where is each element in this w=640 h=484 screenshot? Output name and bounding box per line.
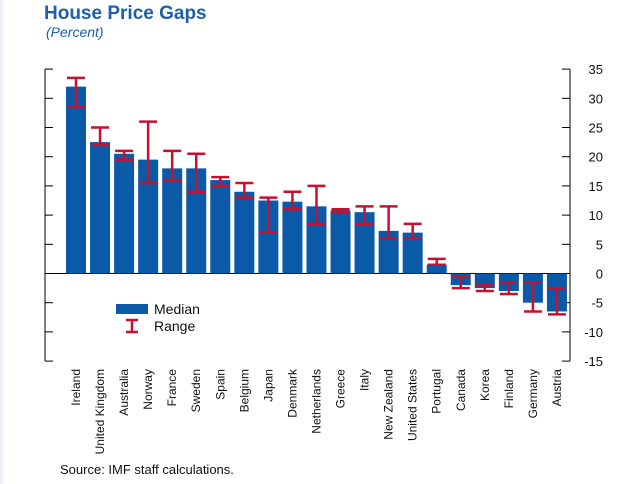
y-tick-label: -5 xyxy=(591,296,603,311)
category-label: Denmark xyxy=(285,368,299,418)
category-label: New Zealand xyxy=(382,369,396,440)
bar-median xyxy=(330,210,351,274)
category-label: Austria xyxy=(550,369,564,407)
category-label: Australia xyxy=(117,369,131,416)
category-label: Ireland xyxy=(69,369,83,406)
category-label: Korea xyxy=(478,369,492,401)
category-label: Canada xyxy=(454,369,468,411)
category-label: Norway xyxy=(141,369,155,410)
category-label: France xyxy=(165,369,179,407)
y-tick-label: 30 xyxy=(589,91,603,106)
legend-label-median: Median xyxy=(154,301,200,317)
category-label: United States xyxy=(406,369,420,441)
category-label: United Kingdom xyxy=(93,369,107,454)
y-tick-label: 15 xyxy=(589,179,603,194)
page-edge-rule xyxy=(0,0,3,484)
category-label: Spain xyxy=(213,369,227,400)
y-tick-label: 20 xyxy=(589,150,603,165)
legend-label-range: Range xyxy=(154,318,195,334)
bar-median xyxy=(426,264,447,274)
bar-median xyxy=(378,230,399,274)
y-tick-label: 25 xyxy=(589,121,603,136)
y-tick-label: 5 xyxy=(596,237,603,252)
chart-subtitle: (Percent) xyxy=(46,24,104,40)
bar-median xyxy=(90,142,111,274)
bar-median xyxy=(282,201,303,274)
legend-swatch-median xyxy=(116,304,148,314)
bar-median xyxy=(258,200,279,274)
category-label: Italy xyxy=(358,369,372,391)
y-tick-label: -15 xyxy=(584,354,603,369)
category-label: Greece xyxy=(334,369,348,409)
category-label: Netherlands xyxy=(309,369,323,434)
y-tick-label: -10 xyxy=(584,325,603,340)
bar-median xyxy=(66,86,86,274)
y-tick-label: 35 xyxy=(589,62,603,77)
category-label: Belgium xyxy=(237,369,251,412)
bar-median xyxy=(234,191,255,274)
bar-median xyxy=(402,232,423,274)
bar-median xyxy=(114,153,135,274)
chart-title: House Price Gaps xyxy=(44,3,207,24)
y-tick-label: 0 xyxy=(596,267,603,282)
source-note: Source: IMF staff calculations. xyxy=(60,462,234,477)
category-label: Portugal xyxy=(430,369,444,414)
bar-median xyxy=(138,159,159,274)
category-label: Sweden xyxy=(189,369,203,412)
bar-median xyxy=(162,168,183,274)
bar-median xyxy=(186,168,207,274)
bar-median xyxy=(210,180,231,274)
category-label: Japan xyxy=(261,369,275,402)
category-label: Finland xyxy=(502,369,516,408)
bar-median xyxy=(354,212,375,274)
y-tick-label: 10 xyxy=(589,208,603,223)
category-label: Germany xyxy=(526,369,540,418)
